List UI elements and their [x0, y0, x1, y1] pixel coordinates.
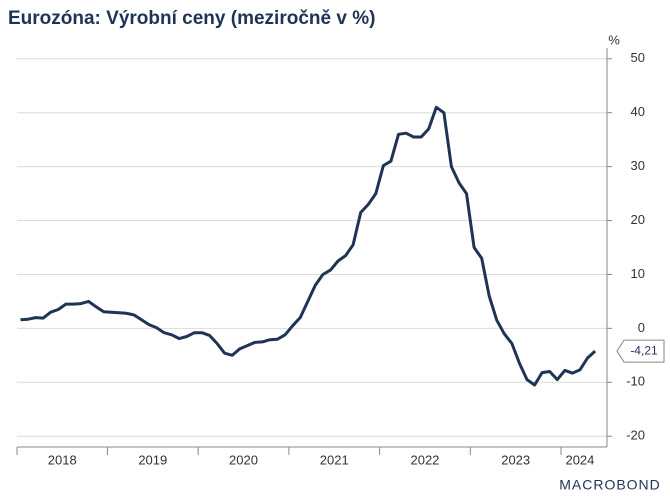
- x-tick-label: 2020: [229, 452, 258, 467]
- y-tick-label: 20: [631, 212, 645, 227]
- y-tick-label: 40: [631, 104, 645, 119]
- source-logo: MACROBOND: [559, 477, 661, 493]
- x-tick-label: 2024: [565, 452, 594, 467]
- y-tick-label: -20: [626, 428, 645, 443]
- y-tick-label: -10: [626, 374, 645, 389]
- y-unit: %: [608, 32, 620, 47]
- y-tick-label: 0: [638, 320, 645, 335]
- x-tick-label: 2022: [410, 452, 439, 467]
- x-tick-label: 2021: [320, 452, 349, 467]
- series-line: [20, 105, 597, 387]
- y-tick-label: 10: [631, 266, 645, 281]
- x-tick-label: 2023: [501, 452, 530, 467]
- y-tick-label: 30: [631, 158, 645, 173]
- value-label: -4,21: [630, 343, 658, 357]
- chart-title: Eurozóna: Výrobní ceny (meziročně v %): [8, 8, 375, 29]
- x-tick-label: 2018: [48, 452, 77, 467]
- x-tick-label: 2019: [138, 452, 167, 467]
- y-tick-label: 50: [631, 50, 645, 65]
- value-label-box: [616, 339, 665, 363]
